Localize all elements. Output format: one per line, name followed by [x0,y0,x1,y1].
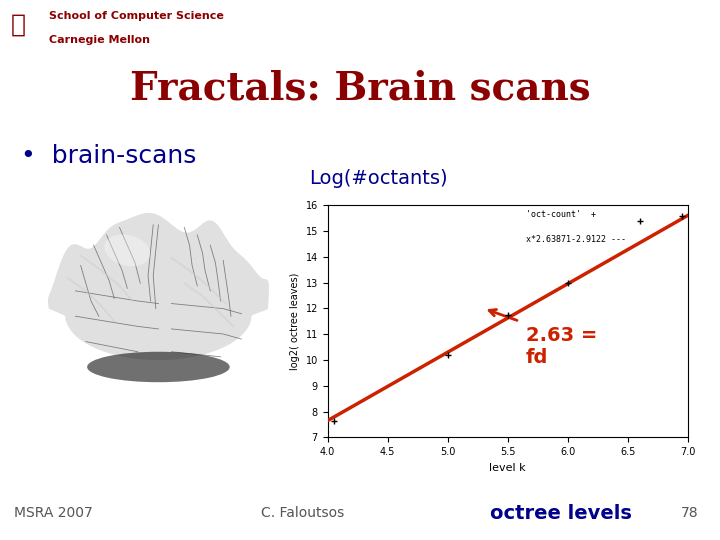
X-axis label: level k: level k [490,463,526,472]
Text: x*2.63871-2.9122 ---: x*2.63871-2.9122 --- [526,235,626,245]
Text: C. Faloutsos: C. Faloutsos [261,507,344,520]
Text: Carnegie Mellon: Carnegie Mellon [49,35,150,45]
Y-axis label: log2( octree leaves): log2( octree leaves) [290,273,300,370]
Text: MSRA 2007: MSRA 2007 [14,507,93,520]
Text: 78: 78 [681,507,698,520]
Text: Log(#octants): Log(#octants) [309,168,448,188]
Text: 🦅: 🦅 [11,12,26,36]
Text: Fractals: Brain scans: Fractals: Brain scans [130,69,590,107]
Text: •  brain-scans: • brain-scans [21,144,197,167]
Text: School of Computer Science: School of Computer Science [49,11,224,21]
Text: 2.63 =
fd: 2.63 = fd [526,327,597,367]
Text: 'oct-count'  +: 'oct-count' + [526,210,595,219]
Text: octree levels: octree levels [490,504,631,523]
Ellipse shape [104,234,150,266]
Ellipse shape [87,352,230,382]
Polygon shape [49,214,268,359]
